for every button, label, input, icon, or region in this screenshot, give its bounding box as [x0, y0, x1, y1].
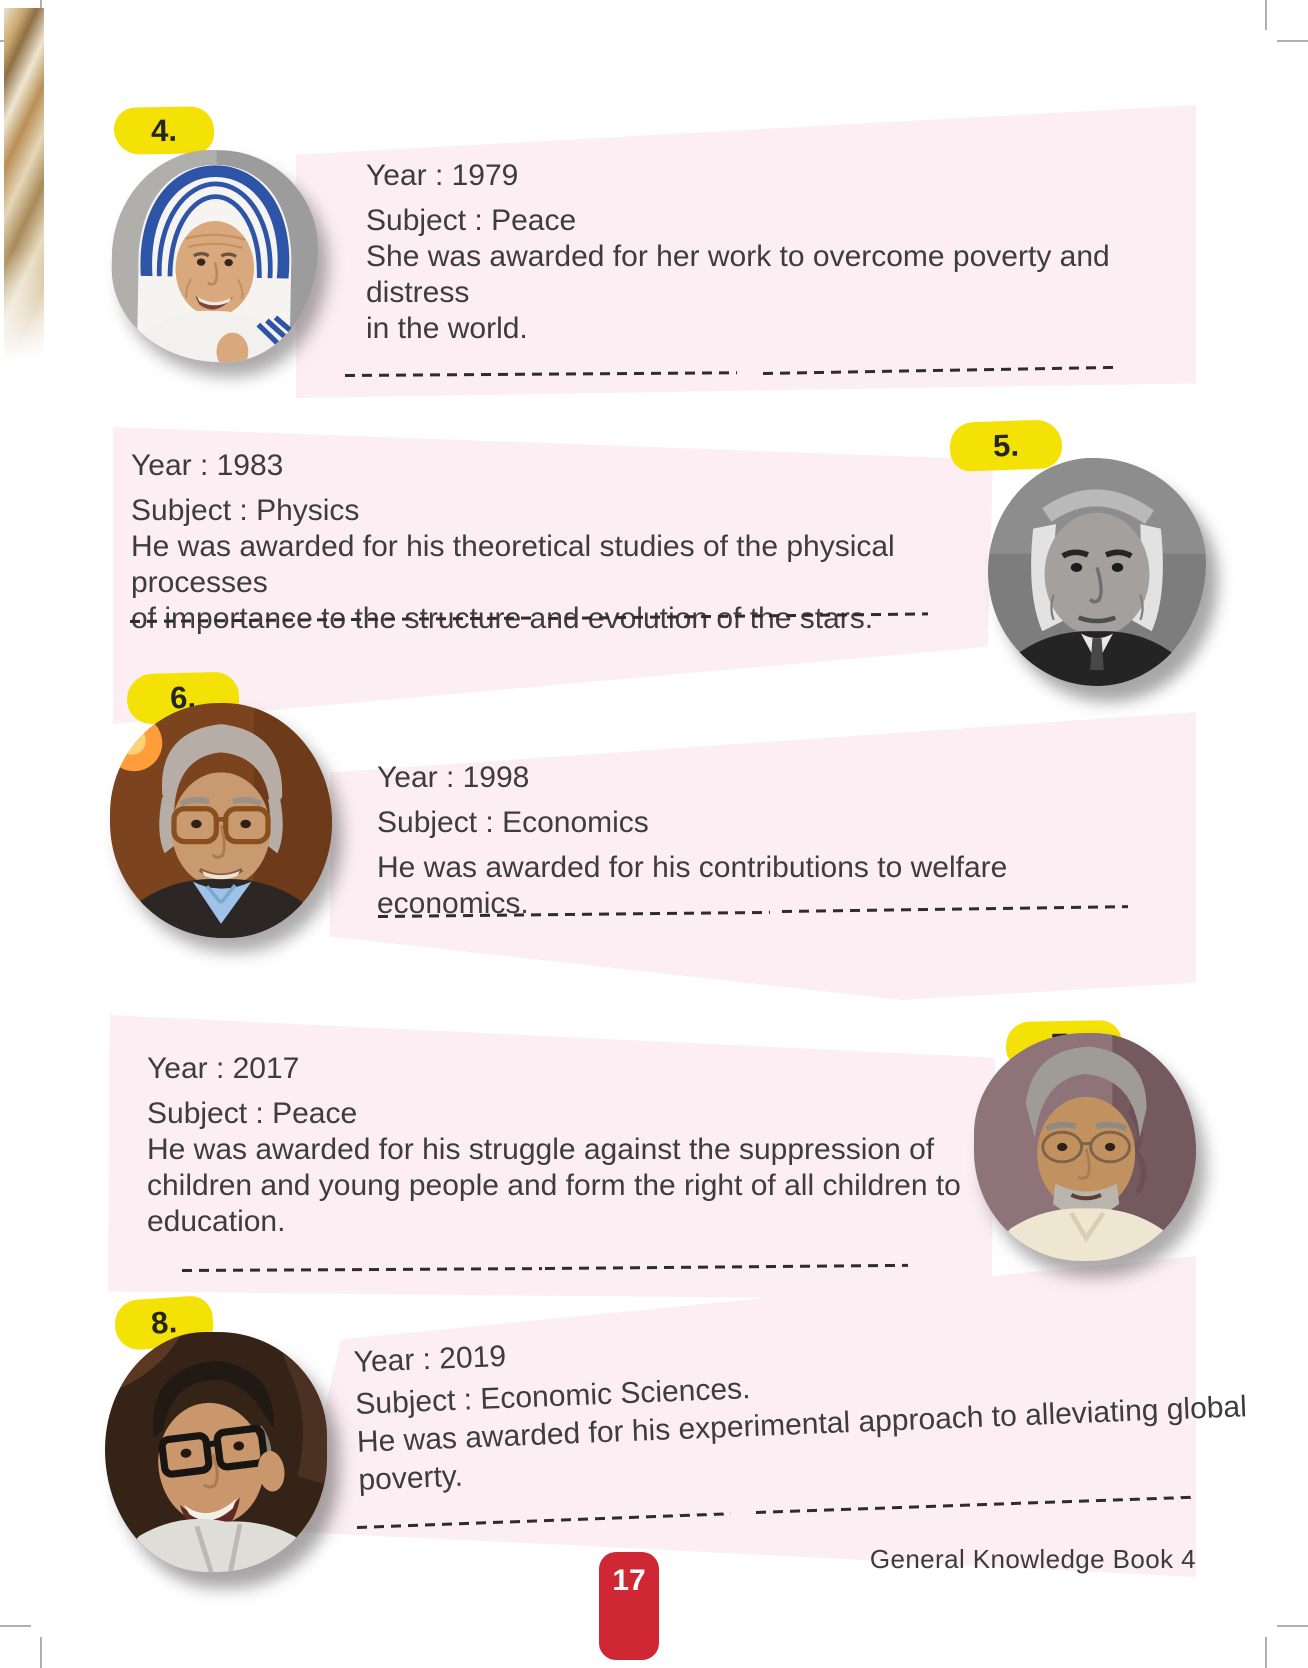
- subject-label: Subject : Peace: [147, 1097, 358, 1130]
- portrait-photo-grayscale-elderly-scientist: [988, 458, 1206, 686]
- description-line: He was awarded for his contributions to …: [377, 851, 1008, 920]
- crop-mark: [1265, 1637, 1267, 1668]
- crop-mark: [1265, 0, 1267, 30]
- crop-mark: [0, 1625, 31, 1627]
- year-label: Year : 2017: [147, 1052, 300, 1085]
- year-label: Year : 1998: [377, 761, 530, 794]
- description-line: children and young people and form the r…: [147, 1169, 961, 1202]
- subject-label: Subject : Physics: [131, 494, 360, 527]
- description-line: She was awarded for her work to overcome…: [366, 240, 1110, 309]
- entry-number: 8.: [149, 1304, 179, 1341]
- entry-7-text: Year : 2017 Subject : Peace He was award…: [147, 1051, 977, 1240]
- description-line: in the world.: [366, 312, 528, 345]
- subject-label: Subject : Peace: [366, 204, 577, 237]
- year-label: Year : 1979: [366, 159, 519, 192]
- entry-number: 4.: [150, 112, 178, 148]
- entry-panel: [296, 105, 1196, 398]
- portrait-photo-elderly-man-glasses-blue-shirt: [110, 703, 332, 938]
- entry-number-badge: 4.: [113, 106, 215, 155]
- spine-texture: [4, 8, 44, 370]
- entry-5-text: Year : 1983 Subject : Physics He was awa…: [131, 448, 1019, 637]
- page-number-tab: 17: [599, 1552, 659, 1660]
- entry-6-text: Year : 1998 Subject : Economics He was a…: [377, 760, 1157, 922]
- crop-mark: [1277, 40, 1308, 42]
- portrait-photo-smiling-man-black-glasses: [105, 1332, 327, 1572]
- description-line: education.: [147, 1205, 286, 1238]
- page-number: 17: [612, 1564, 646, 1597]
- entry-4-text: Year : 1979 Subject : Peace She was awar…: [366, 158, 1176, 347]
- book-title: General Knowledge Book 4: [869, 1544, 1196, 1574]
- portrait-photo-nun-blue-striped-veil: [110, 148, 320, 364]
- crop-mark: [1277, 1625, 1308, 1627]
- description-line: He was awarded for his theoretical studi…: [131, 530, 895, 599]
- description-line: He was awarded for his struggle against …: [147, 1133, 935, 1166]
- entry-panel: [108, 1015, 995, 1300]
- crop-mark: [40, 1637, 42, 1668]
- portrait-photo-gray-haired-man-beard-glasses: [974, 1033, 1196, 1261]
- subject-label: Subject : Economics: [377, 806, 649, 839]
- year-label: Year : 1983: [131, 449, 284, 482]
